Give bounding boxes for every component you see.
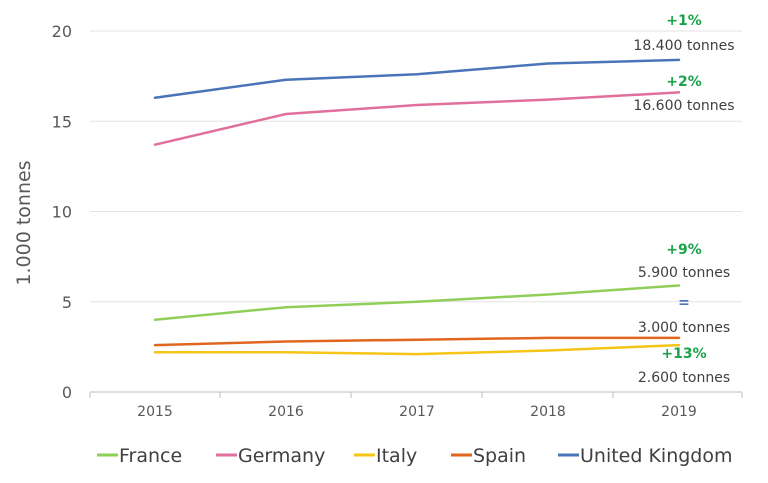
annotation-value: 18.400 tonnes — [633, 38, 734, 54]
annotation-change: +13% — [661, 346, 706, 362]
x-tick-label: 2016 — [268, 404, 304, 420]
axes: 0 5 10 15 20 2015 2016 2017 2018 2019 — [52, 22, 743, 420]
x-tick-label: 2018 — [530, 404, 566, 420]
series-line-united-kingdom — [153, 58, 681, 100]
series-line-france — [153, 284, 681, 322]
series-line-germany — [153, 91, 681, 146]
legend-label: Italy — [376, 445, 417, 467]
legend: France Germany Italy Spain United Kingdom — [97, 445, 733, 467]
legend-label: Germany — [238, 445, 325, 467]
y-tick-label: 5 — [62, 293, 72, 312]
y-tick-label: 15 — [52, 112, 72, 131]
y-tick-label: 10 — [52, 203, 72, 222]
series-line-spain — [153, 336, 681, 347]
x-tick-label: 2015 — [137, 404, 173, 420]
annotation-value: 3.000 tonnes — [638, 320, 730, 336]
annotation-change: +2% — [666, 74, 702, 90]
x-tick-label: 2017 — [399, 404, 435, 420]
annotation-change: = — [678, 295, 690, 311]
annotation-change: +1% — [666, 13, 702, 29]
annotation-change: +9% — [666, 242, 702, 258]
annotation-value: 5.900 tonnes — [638, 265, 730, 281]
series-lines — [153, 58, 681, 356]
legend-label: United Kingdom — [580, 445, 733, 467]
legend-label: France — [119, 445, 182, 467]
series-line-italy — [153, 343, 681, 356]
legend-label: Spain — [473, 445, 526, 467]
annotation-value: 2.600 tonnes — [638, 370, 730, 386]
y-axis-label: 1.000 tonnes — [13, 160, 35, 285]
x-tick-label: 2019 — [661, 404, 697, 420]
y-tick-label: 20 — [52, 22, 72, 41]
annotation-value: 16.600 tonnes — [633, 98, 734, 114]
gridlines — [90, 30, 742, 303]
annotations: +1% 18.400 tonnes +2% 16.600 tonnes +9% 5.900… — [633, 13, 734, 386]
y-tick-label: 0 — [62, 383, 72, 402]
